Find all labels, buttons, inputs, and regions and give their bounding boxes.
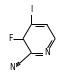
Text: F: F: [8, 34, 12, 43]
Text: N: N: [44, 48, 50, 57]
Text: N: N: [9, 63, 15, 72]
Text: I: I: [30, 5, 32, 14]
